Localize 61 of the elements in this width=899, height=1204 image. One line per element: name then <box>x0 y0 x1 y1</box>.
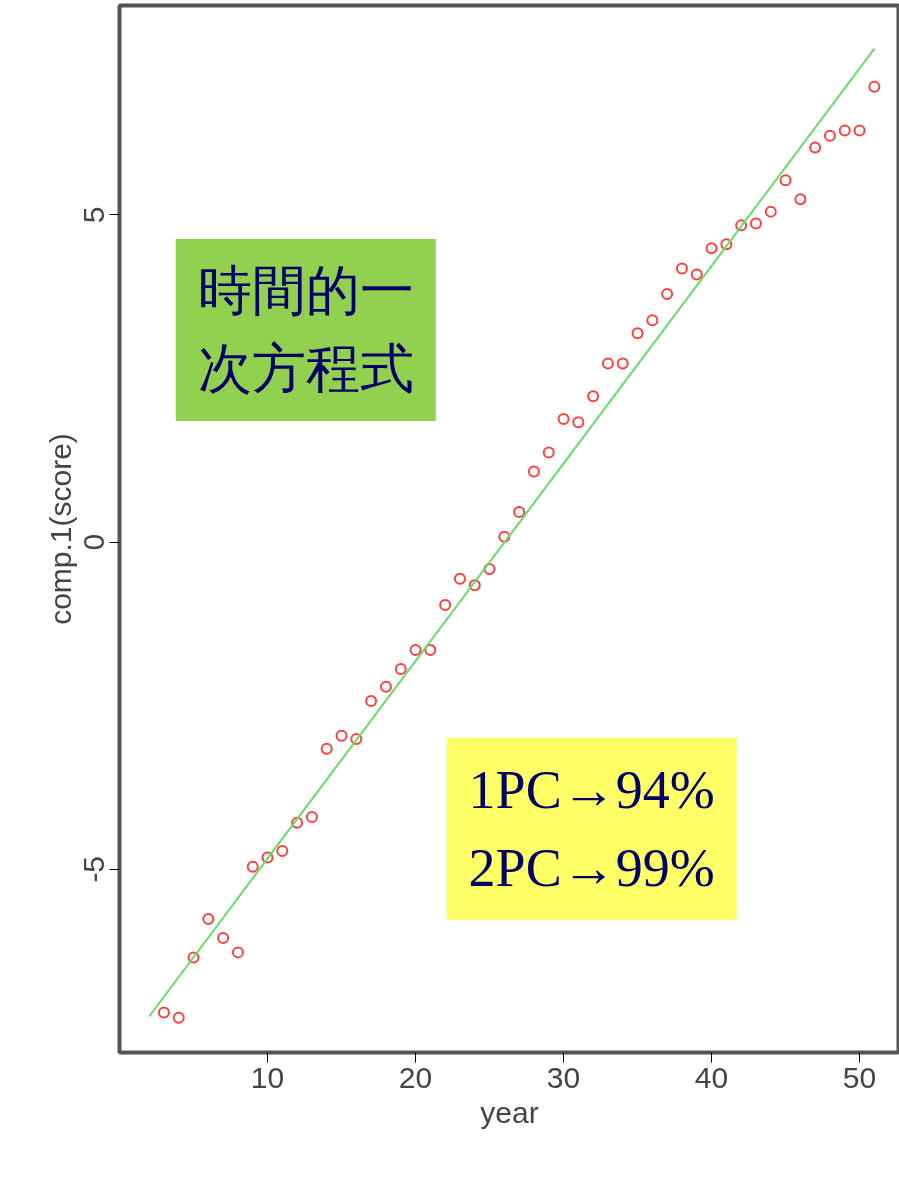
point <box>838 124 851 137</box>
point <box>217 931 230 944</box>
point <box>749 217 762 230</box>
x-tick-label: 20 <box>398 1060 433 1094</box>
point <box>616 357 629 370</box>
point <box>601 357 614 370</box>
point <box>572 416 585 429</box>
y-tick-label: 0 <box>77 533 111 551</box>
point <box>779 174 792 187</box>
point <box>276 844 289 857</box>
point <box>305 810 318 823</box>
point <box>498 530 511 543</box>
point <box>661 288 674 301</box>
annotation: 1PC→94% 2PC→99% <box>468 759 715 898</box>
point <box>705 242 718 255</box>
point <box>542 446 555 459</box>
point <box>261 851 274 864</box>
point <box>720 238 733 251</box>
y-axis-title: comp.1(score) <box>43 433 77 625</box>
point <box>424 644 437 657</box>
point <box>690 268 703 281</box>
x-tick-label: 30 <box>546 1060 581 1094</box>
point <box>350 733 363 746</box>
point <box>453 572 466 585</box>
point <box>394 663 407 676</box>
y-tick-label: 5 <box>77 206 111 224</box>
annotation: 時間的一次方程式 <box>197 261 414 400</box>
x-axis-title: year <box>480 1095 539 1129</box>
x-tick-label: 10 <box>250 1060 285 1094</box>
point <box>246 860 259 873</box>
point <box>764 205 777 218</box>
point <box>483 562 496 575</box>
point <box>527 465 540 478</box>
point <box>557 413 570 426</box>
point <box>202 913 215 925</box>
point <box>646 314 659 327</box>
point <box>853 124 866 137</box>
point <box>172 1011 185 1024</box>
point <box>735 219 748 232</box>
point <box>513 506 526 518</box>
point <box>587 390 600 403</box>
point <box>157 1006 170 1019</box>
point <box>320 742 333 755</box>
point <box>823 129 836 142</box>
x-tick-label: 40 <box>694 1060 729 1094</box>
point <box>231 946 244 959</box>
point <box>809 141 822 154</box>
point <box>675 262 688 275</box>
point <box>409 644 422 657</box>
y-tick-label: -5 <box>77 855 111 883</box>
point <box>631 327 644 340</box>
point <box>335 729 348 742</box>
point <box>468 579 481 592</box>
point <box>868 80 881 93</box>
x-tick-label: 50 <box>842 1060 877 1094</box>
point <box>291 816 304 829</box>
point <box>439 598 452 611</box>
point <box>379 680 392 693</box>
point <box>794 193 807 206</box>
point <box>187 951 200 964</box>
point <box>365 695 378 708</box>
